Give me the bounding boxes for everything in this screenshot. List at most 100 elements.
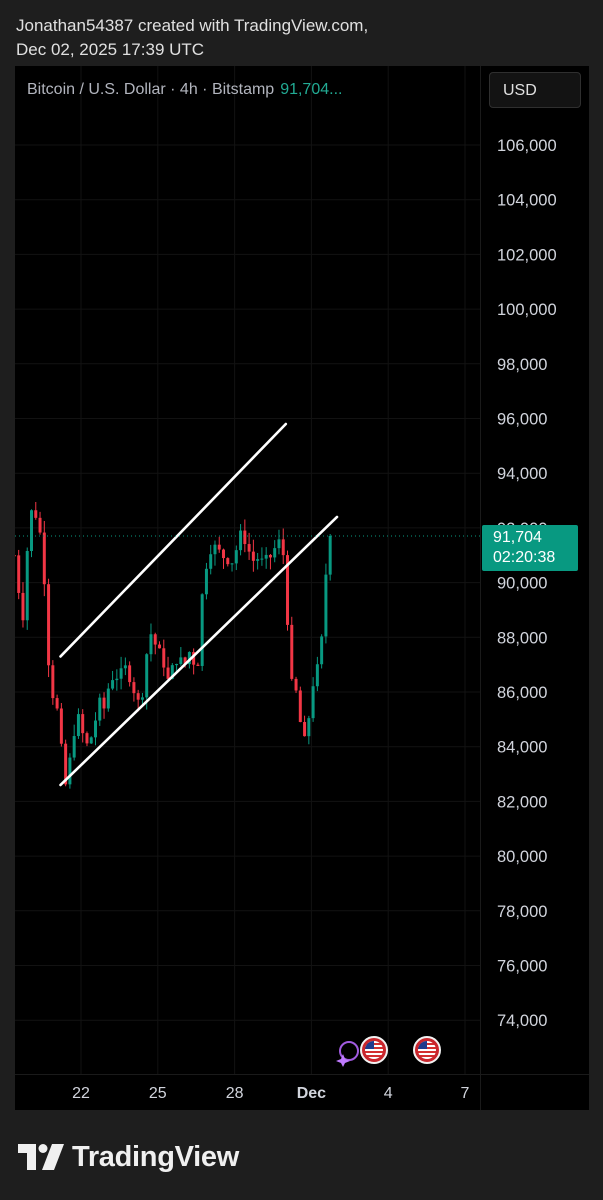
y-tick-label: 104,000 (497, 192, 557, 210)
y-tick-label: 84,000 (497, 739, 547, 757)
candle-body (281, 539, 285, 556)
candle-body (51, 665, 55, 699)
candle-body (204, 568, 208, 595)
candle-body (256, 559, 260, 561)
x-tick-label: 28 (226, 1085, 244, 1102)
candle-body (64, 743, 68, 785)
candle-body (42, 532, 46, 585)
candle-body (179, 657, 183, 664)
candle-body (153, 634, 157, 645)
chart-panel[interactable]: 106,000 104,000 102,000 100,000 98,000 96,000… (15, 66, 589, 1110)
y-tick-label: 90,000 (497, 575, 547, 593)
candle-body (315, 664, 319, 687)
y-tick-label: 80,000 (497, 848, 547, 866)
price-axis-divider (480, 66, 481, 1110)
y-tick-label: 74,000 (497, 1012, 547, 1030)
candle-body (158, 644, 161, 649)
candle-body (251, 551, 255, 561)
candle-body (217, 544, 221, 550)
candle-body (111, 680, 115, 689)
candle-body (213, 544, 217, 555)
tradingview-wordmark: TradingView (72, 1140, 239, 1173)
channel-lower-trendline (59, 515, 339, 787)
candle-body (277, 539, 281, 549)
candle-body (85, 733, 89, 744)
candle-body (273, 548, 277, 558)
candle-body (55, 698, 59, 709)
x-tick-label: 4 (384, 1085, 393, 1102)
candle-body (298, 690, 302, 723)
candle-body (175, 663, 179, 666)
candle-body (303, 722, 307, 737)
x-tick-label: 25 (149, 1085, 167, 1102)
candle-body (136, 693, 140, 700)
candle-body (290, 624, 294, 679)
y-tick-label: 78,000 (497, 903, 547, 921)
y-tick-label: 98,000 (497, 356, 547, 374)
last-price-tag: 91,704 02:20:38 (482, 525, 578, 571)
channel-upper-trendline (59, 422, 288, 658)
candle-body (21, 592, 25, 621)
x-tick-label: 22 (72, 1085, 90, 1102)
candle-body (230, 563, 234, 565)
candle-body (34, 510, 38, 518)
candle-body (222, 549, 225, 559)
candle-body (102, 697, 106, 709)
symbol-last-price: 91,704... (280, 81, 343, 98)
y-tick-label: 76,000 (497, 958, 547, 976)
candle-body (324, 574, 328, 637)
candle-body (94, 720, 97, 738)
y-tick-label: 88,000 (497, 629, 547, 647)
candle-body (59, 708, 63, 744)
symbol-legend[interactable]: Bitcoin / U.S. Dollar · 4h · Bitstamp 91,… (27, 81, 342, 99)
candle-body (15, 555, 16, 557)
candle-body (119, 668, 123, 679)
candle-body (286, 555, 289, 625)
y-tick-label: 94,000 (497, 465, 547, 483)
candle-body (264, 554, 268, 559)
candle-body (328, 535, 332, 575)
candle-body (47, 584, 51, 666)
tradingview-logo-icon (18, 1144, 64, 1170)
y-tick-label: 102,000 (497, 246, 557, 264)
price-chart[interactable]: 106,000 104,000 102,000 100,000 98,000 96,000… (15, 66, 589, 1110)
candle-body (115, 678, 119, 681)
candle-body (192, 652, 196, 665)
candle-body (166, 667, 170, 679)
candle-body (307, 718, 311, 737)
y-tick-label: 106,000 (497, 137, 557, 155)
ideas-sparkle-icon[interactable] (333, 1037, 363, 1067)
candle-body (200, 594, 204, 666)
candle-body (209, 554, 213, 569)
candle-body (239, 530, 243, 551)
candle-body (81, 714, 85, 734)
candle-body (17, 555, 21, 593)
economic-event-us-flag-icon[interactable] (360, 1036, 388, 1064)
candle-body (106, 688, 110, 709)
x-tick-label: 7 (461, 1085, 470, 1102)
economic-event-us-flag-icon[interactable] (413, 1036, 441, 1064)
candle-body (89, 737, 93, 744)
y-tick-label: 86,000 (497, 684, 547, 702)
candle-body (234, 550, 238, 564)
candle-body (162, 648, 166, 668)
last-price-value: 91,704 (493, 529, 542, 546)
candle-body (311, 686, 315, 719)
candle-body (170, 665, 174, 679)
bar-countdown: 02:20:38 (493, 549, 556, 566)
candle-body (128, 665, 132, 683)
symbol-name: Bitcoin / U.S. Dollar · 4h · Bitstamp (27, 81, 275, 98)
y-tick-label: 100,000 (497, 301, 557, 319)
chart-attribution: Jonathan54387 created with TradingView.c… (16, 14, 368, 62)
candle-body (247, 544, 251, 552)
candle-body (260, 558, 264, 560)
currency-button[interactable]: USD (489, 72, 581, 108)
candle-body (187, 652, 191, 665)
candle-body (98, 697, 102, 721)
candle-body (123, 665, 127, 669)
candle-body (320, 636, 324, 665)
candle-body (243, 530, 247, 545)
candle-body (68, 757, 72, 785)
y-tick-label: 82,000 (497, 793, 547, 811)
candle-body (72, 736, 76, 758)
